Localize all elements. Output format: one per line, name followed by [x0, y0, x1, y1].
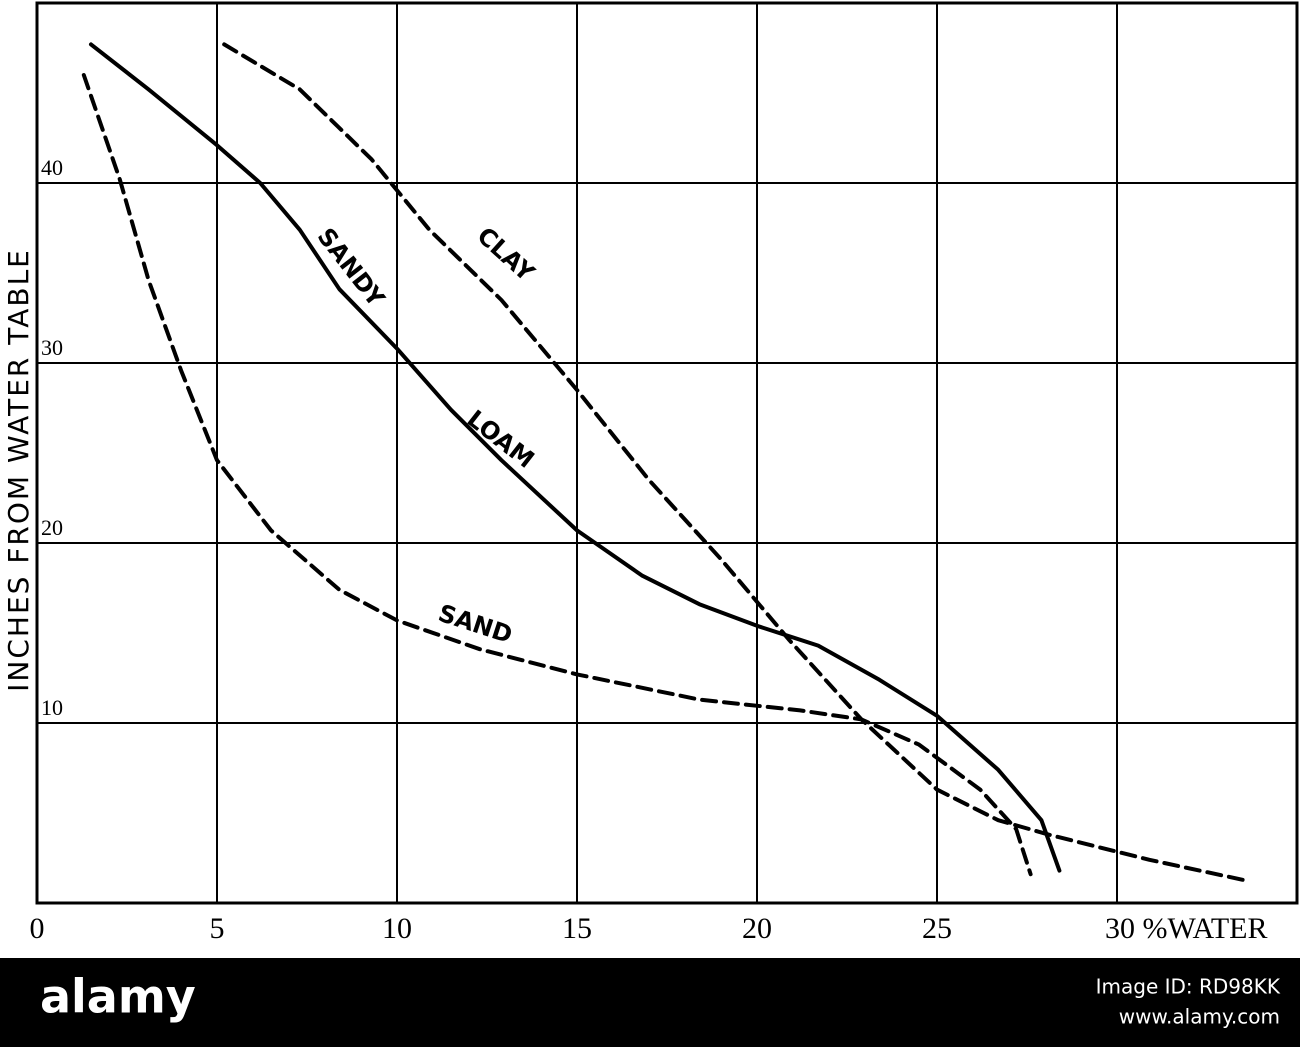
curve-label: SAND [435, 599, 516, 649]
watermark-brand: alamy [40, 970, 196, 1024]
x-tick-label: 25 [922, 912, 952, 945]
y-tick-label: 20 [41, 515, 63, 540]
curve-label: LOAM [462, 405, 540, 474]
line-series [89, 42, 1062, 873]
y-axis-label: INCHES FROM WATER TABLE [2, 248, 35, 692]
line-series [222, 42, 1253, 884]
y-tick-label: 10 [41, 695, 63, 720]
watermark-band [0, 958, 1300, 1047]
line-series [81, 73, 1033, 877]
x-tick-label: 15 [562, 912, 592, 945]
x-tick-label: 0 [30, 912, 45, 945]
y-tick-label: 30 [41, 335, 63, 360]
plot-frame [35, 1, 1299, 905]
x-tick-label: 20 [742, 912, 772, 945]
curve-label: CLAY [472, 222, 541, 288]
x-tick-label: 10 [382, 912, 412, 945]
x-tick-label: 5 [210, 912, 225, 945]
watermark-id: Image ID: RD98KK [1096, 975, 1281, 999]
watermark-url: www.alamy.com [1119, 1005, 1280, 1029]
y-tick-label: 40 [41, 155, 63, 180]
x-tick-label: 30 %WATER [1105, 912, 1267, 945]
